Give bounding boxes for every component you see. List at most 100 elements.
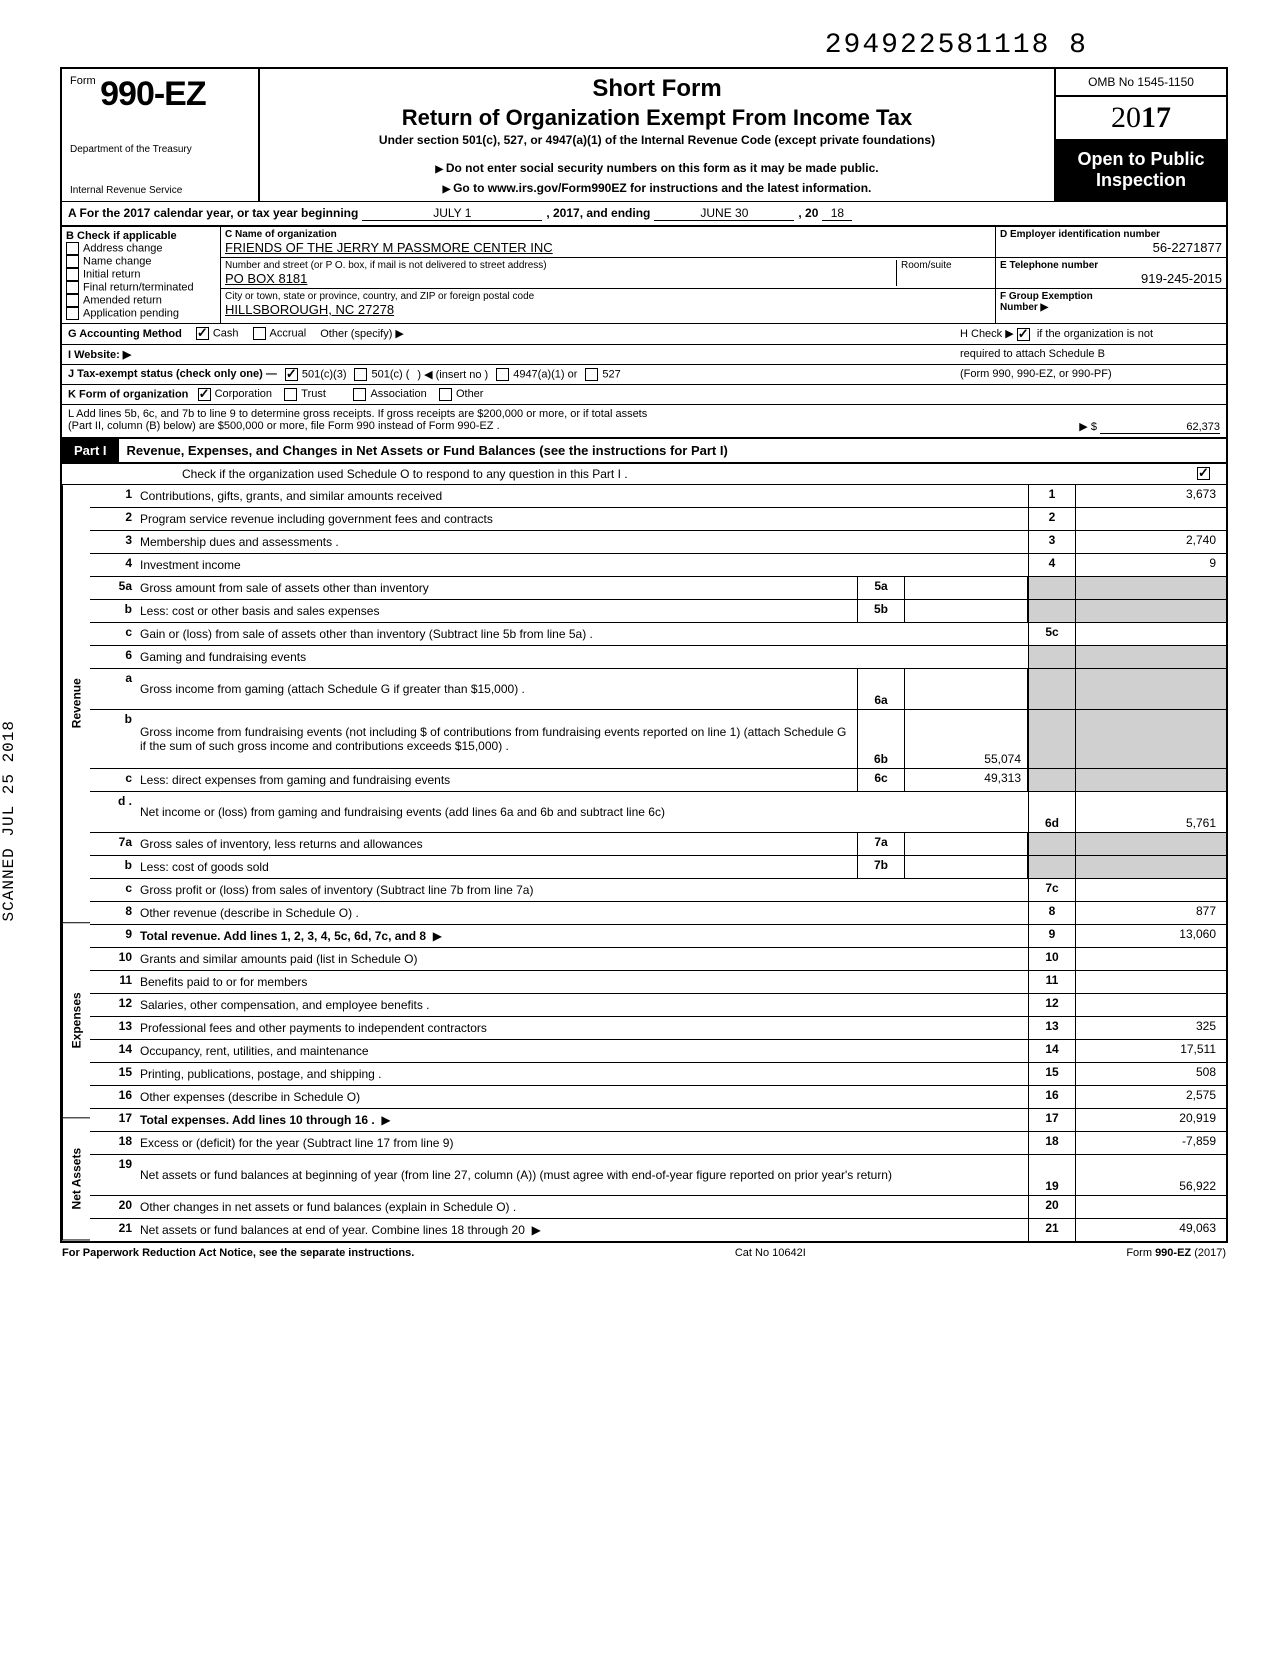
l-text1: L Add lines 5b, 6c, and 7b to line 9 to … xyxy=(68,408,1220,420)
chk-name-change[interactable] xyxy=(66,255,79,268)
ln14-desc: Occupancy, rent, utilities, and maintena… xyxy=(136,1040,1028,1062)
body-table: Revenue Expenses Net Assets 1 Contributi… xyxy=(60,485,1228,1243)
header-number: 294922581118 8 xyxy=(60,30,1228,61)
year-bold: 17 xyxy=(1141,101,1171,134)
g-label: G Accounting Method xyxy=(68,328,182,340)
line-a-mid: , 2017, and ending xyxy=(546,206,650,220)
ln4-rnum: 4 xyxy=(1028,554,1076,576)
ln14-rval: 17,511 xyxy=(1076,1040,1226,1062)
line-14: 14 Occupancy, rent, utilities, and maint… xyxy=(90,1040,1226,1063)
lbl-accrual: Accrual xyxy=(270,328,307,340)
ln3-num: 3 xyxy=(90,531,136,553)
open-public-1: Open to Public xyxy=(1060,149,1222,170)
tel-label: E Telephone number xyxy=(1000,260,1222,271)
lbl-cash: Cash xyxy=(213,328,239,340)
ln6c-rval xyxy=(1076,769,1226,791)
addr-label: Number and street (or P O. box, if mail … xyxy=(225,260,896,271)
dept-treasury: Department of the Treasury xyxy=(70,144,250,155)
ln4-rval: 9 xyxy=(1076,554,1226,576)
line-18: 18 Excess or (deficit) for the year (Sub… xyxy=(90,1132,1226,1155)
chk-501c3[interactable] xyxy=(285,368,298,381)
ln14-num: 14 xyxy=(90,1040,136,1062)
room-label: Room/suite xyxy=(901,260,991,271)
ln6d-rnum: 6d xyxy=(1028,792,1076,832)
ln8-rval: 877 xyxy=(1076,902,1226,924)
ln6b-rval xyxy=(1076,710,1226,768)
part1-header: Part I Revenue, Expenses, and Changes in… xyxy=(60,438,1228,464)
lbl-527: 527 xyxy=(602,368,620,380)
chk-amended-return[interactable] xyxy=(66,294,79,307)
ln6a-mv xyxy=(905,669,1028,709)
lbl-corporation: Corporation xyxy=(215,388,272,400)
row-l: L Add lines 5b, 6c, and 7b to line 9 to … xyxy=(60,405,1228,438)
ln5c-rval xyxy=(1076,623,1226,645)
chk-accrual[interactable] xyxy=(253,327,266,340)
ln17-rnum: 17 xyxy=(1028,1109,1076,1131)
chk-address-change[interactable] xyxy=(66,242,79,255)
ln7b-mv xyxy=(905,856,1028,878)
ln11-num: 11 xyxy=(90,971,136,993)
year-prefix: 20 xyxy=(1111,101,1141,134)
chk-application-pending[interactable] xyxy=(66,307,79,320)
ln5a-desc: Gross amount from sale of assets other t… xyxy=(136,577,857,599)
line-1: 1 Contributions, gifts, grants, and simi… xyxy=(90,485,1226,508)
ln2-rnum: 2 xyxy=(1028,508,1076,530)
chk-4947[interactable] xyxy=(496,368,509,381)
ln8-desc: Other revenue (describe in Schedule O) . xyxy=(136,902,1028,924)
ln7b-num: b xyxy=(90,856,136,878)
line-3: 3 Membership dues and assessments . 3 2,… xyxy=(90,531,1226,554)
ln3-rnum: 3 xyxy=(1028,531,1076,553)
ln16-desc: Other expenses (describe in Schedule O) xyxy=(136,1086,1028,1108)
chk-association[interactable] xyxy=(353,388,366,401)
row-j: J Tax-exempt status (check only one) — 5… xyxy=(60,365,1228,385)
form-word: Form xyxy=(70,75,96,87)
lbl-other-specify: Other (specify) ▶ xyxy=(320,327,404,340)
ln5b-num: b xyxy=(90,600,136,622)
ln5b-mv xyxy=(905,600,1028,622)
ln7a-mn: 7a xyxy=(857,833,905,855)
ln19-rval: 56,922 xyxy=(1076,1155,1226,1195)
ln4-desc: Investment income xyxy=(136,554,1028,576)
ln13-rval: 325 xyxy=(1076,1017,1226,1039)
side-labels: Revenue Expenses Net Assets xyxy=(62,485,90,1241)
ln9-rnum: 9 xyxy=(1028,925,1076,947)
ln16-rval: 2,575 xyxy=(1076,1086,1226,1108)
grp-label2: Number ▶ xyxy=(1000,302,1222,313)
chk-trust[interactable] xyxy=(284,388,297,401)
chk-corporation[interactable] xyxy=(198,388,211,401)
ln11-rnum: 11 xyxy=(1028,971,1076,993)
ln12-rval xyxy=(1076,994,1226,1016)
chk-final-return[interactable] xyxy=(66,281,79,294)
ln5c-rnum: 5c xyxy=(1028,623,1076,645)
line-8: 8 Other revenue (describe in Schedule O)… xyxy=(90,902,1226,925)
ln18-desc: Excess or (deficit) for the year (Subtra… xyxy=(136,1132,1028,1154)
ln6c-mn: 6c xyxy=(857,769,905,791)
chk-other-org[interactable] xyxy=(439,388,452,401)
chk-schedule-o[interactable] xyxy=(1197,467,1210,480)
line-7c: c Gross profit or (loss) from sales of i… xyxy=(90,879,1226,902)
ln7b-rval xyxy=(1076,856,1226,878)
ln15-desc: Printing, publications, postage, and shi… xyxy=(136,1063,1028,1085)
ln16-num: 16 xyxy=(90,1086,136,1108)
chk-initial-return[interactable] xyxy=(66,268,79,281)
city-label: City or town, state or province, country… xyxy=(225,291,991,302)
ln11-desc: Benefits paid to or for members xyxy=(136,971,1028,993)
chk-h[interactable] xyxy=(1017,328,1030,341)
chk-cash[interactable] xyxy=(196,327,209,340)
title-under: Under section 501(c), 527, or 4947(a)(1)… xyxy=(268,133,1046,147)
form-page: SCANNED JUL 25 2018 294922581118 8 Form … xyxy=(0,0,1288,1303)
ln6c-desc: Less: direct expenses from gaming and fu… xyxy=(136,769,857,791)
part1-note: Check if the organization used Schedule … xyxy=(60,464,1228,485)
footer-mid: Cat No 10642I xyxy=(735,1247,806,1259)
ln10-num: 10 xyxy=(90,948,136,970)
ln7b-mn: 7b xyxy=(857,856,905,878)
chk-501c[interactable] xyxy=(354,368,367,381)
l-value: 62,373 xyxy=(1100,421,1220,434)
ln4-num: 4 xyxy=(90,554,136,576)
k-label: K Form of organization xyxy=(68,388,188,400)
ln6c-rnum xyxy=(1028,769,1076,791)
lbl-amended-return: Amended return xyxy=(83,294,162,306)
ln9-rval: 13,060 xyxy=(1076,925,1226,947)
chk-527[interactable] xyxy=(585,368,598,381)
ln14-rnum: 14 xyxy=(1028,1040,1076,1062)
